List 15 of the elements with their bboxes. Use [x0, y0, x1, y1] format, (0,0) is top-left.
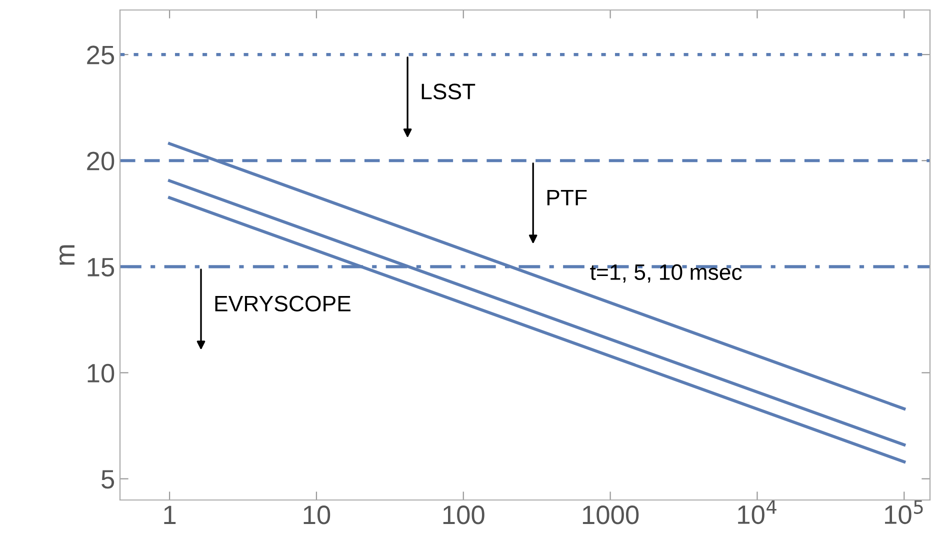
x-tick-label: 1: [164, 506, 176, 524]
annotation: PTF: [547, 190, 587, 206]
y-axis-title: m: [60, 245, 74, 265]
y-tick-label: 15: [88, 258, 114, 276]
x-tick-label: 10$^{4}$: [738, 500, 776, 524]
annotation: t=1, 5, 10 msec: [590, 264, 742, 283]
x-tick-label: 100: [443, 506, 484, 524]
y-tick-label: 5: [102, 470, 114, 489]
x-tick-label: 1000: [582, 506, 639, 524]
y-tick-label: 20: [87, 152, 114, 170]
annotation: EVRYSCOPE: [215, 296, 350, 312]
annotation: LSST: [422, 84, 476, 100]
x-tick-label: 10: [304, 506, 330, 524]
y-tick-label: 25: [87, 46, 114, 64]
y-tick-label: 10: [88, 364, 114, 383]
